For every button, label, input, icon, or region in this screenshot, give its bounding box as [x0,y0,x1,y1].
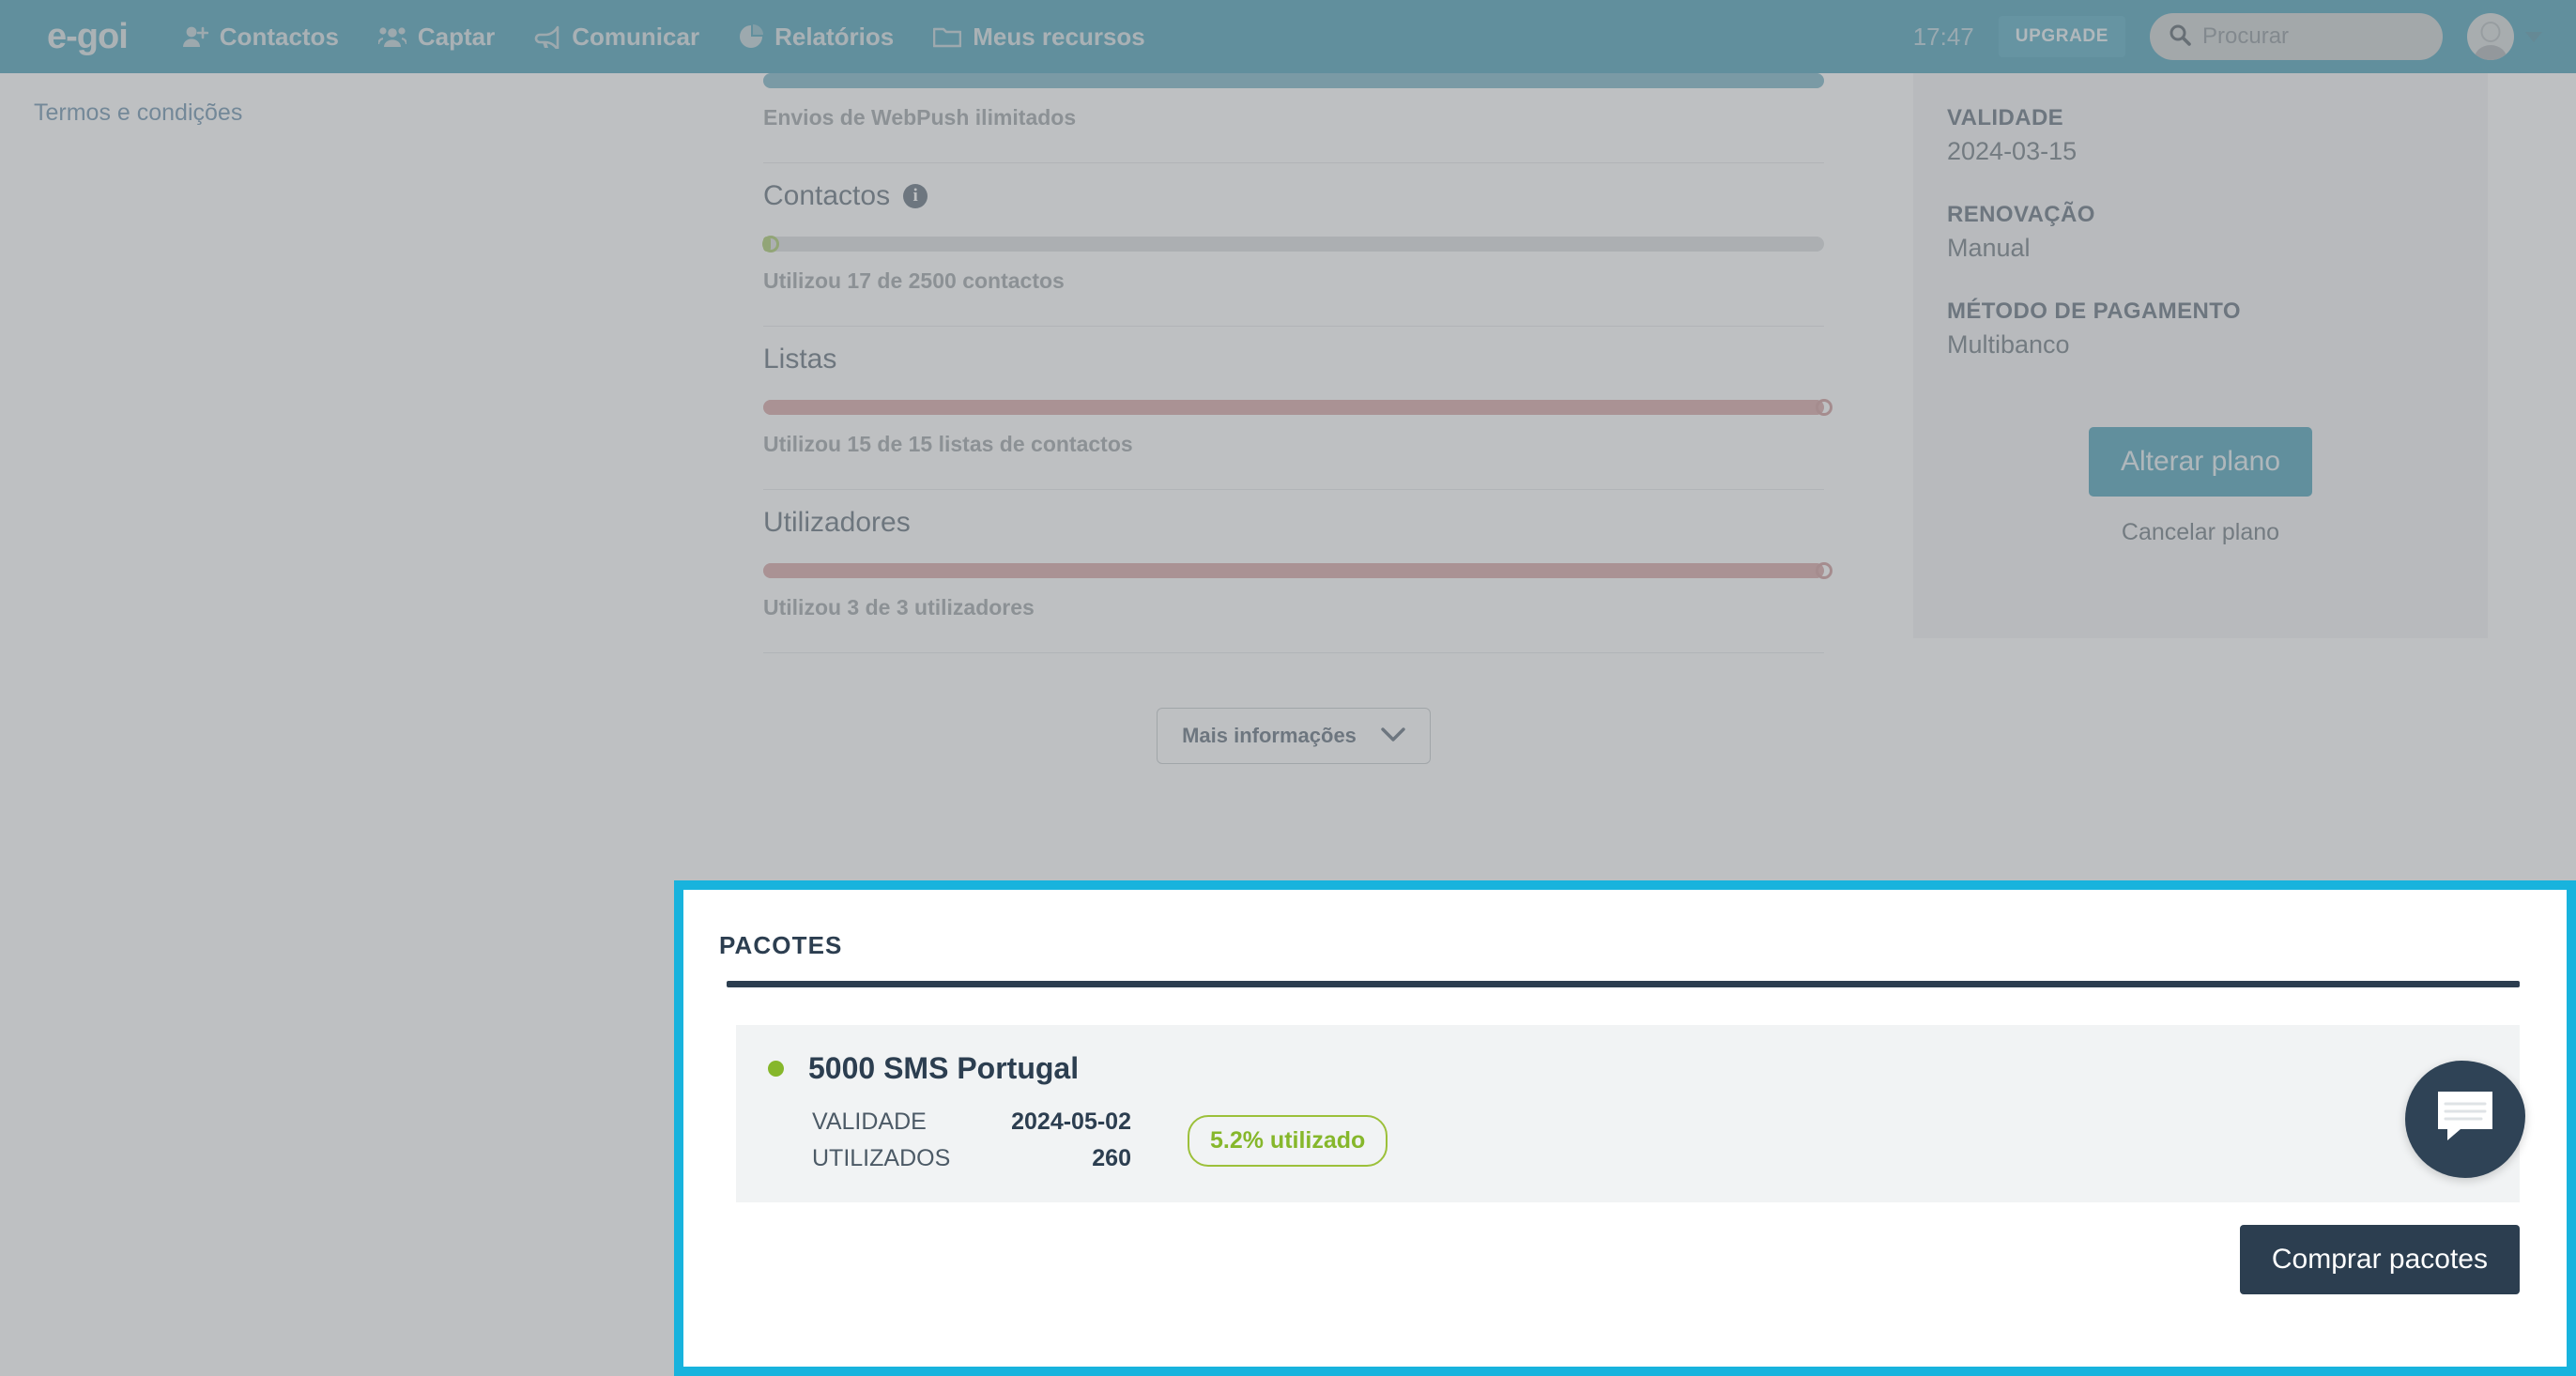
listas-usage-caption: Utilizou 15 de 15 listas de contactos [763,432,1133,456]
more-info-wrapper: Mais informações [763,708,1824,764]
plan-value-renovacao: Manual [1947,234,2031,262]
clock-display: 17:47 [1912,22,1974,51]
nav-label-relatorios: Relatórios [774,22,895,51]
megaphone-icon [534,24,560,49]
info-icon[interactable]: i [903,184,928,208]
nav-item-comunicar[interactable]: Comunicar [534,23,699,52]
topbar-right-group: 17:47 UPGRADE [1913,13,2542,60]
nav-item-meus-recursos[interactable]: Meus recursos [933,23,1145,52]
listas-title: Listas [763,344,837,375]
contactos-title: Contactos [763,180,891,211]
package-label-validade: VALIDADE [812,1108,927,1135]
webpush-progress-fill [763,73,1824,88]
utilizadores-progress-fill [763,563,1824,578]
nav-label-captar: Captar [417,22,496,51]
contactos-usage-caption: Utilizou 17 de 2500 contactos [763,268,1065,293]
package-name: 5000 SMS Portugal [808,1051,1080,1085]
chat-bubble-icon [2432,1088,2498,1151]
nav-item-contactos[interactable]: Contactos [182,23,339,52]
search-box[interactable] [2150,13,2443,60]
package-details: VALIDADE 2024-05-02 UTILIZADOS 260 5.2% … [768,1108,2488,1172]
chevron-down-icon [1381,724,1405,748]
pacotes-title: PACOTES [719,931,843,959]
package-list: 5000 SMS Portugal VALIDADE 2024-05-02 UT… [683,1025,2567,1202]
more-info-button[interactable]: Mais informações [1157,708,1431,764]
package-status-dot-icon [768,1061,784,1077]
plan-label-metodo-pagamento: MÉTODO DE PAGAMENTO [1947,298,2241,324]
package-value-utilizados: 260 [1092,1145,1131,1171]
package-header: 5000 SMS Portugal [768,1051,2488,1086]
package-usage-badge: 5.2% utilizado [1188,1114,1388,1167]
listas-progress-track [763,399,1832,416]
cancel-plan-link[interactable]: Cancelar plano [2121,519,2280,545]
package-label-utilizados: UTILIZADOS [812,1145,951,1171]
usage-row-listas: Listas Utilizou 15 de 15 listas de conta… [763,326,1832,457]
contactos-progress-track [761,236,1824,252]
usage-row-contactos: Contactos i Utilizou 17 de 2500 contacto… [761,162,1824,294]
usage-bottom-divider [763,652,1824,653]
utilizadores-title-row: Utilizadores [763,507,1824,539]
package-value-validade: 2024-05-02 [1011,1108,1131,1135]
nav-item-relatorios[interactable]: Relatórios [739,23,894,52]
buy-packages-button[interactable]: Comprar pacotes [2239,1225,2520,1294]
left-rail: Termos e condições [0,73,674,1376]
plan-value-metodo-pagamento: Multibanco [1947,330,2070,359]
listas-progress-fill [763,400,1824,415]
upgrade-button[interactable]: UPGRADE [1998,16,2125,57]
listas-title-row: Listas [763,344,1824,375]
package-card[interactable]: 5000 SMS Portugal VALIDADE 2024-05-02 UT… [736,1025,2520,1202]
plan-summary-card: VALIDADE 2024-03-15 RENOVAÇÃO Manual MÉT… [1913,73,2488,638]
pacotes-section: PACOTES [683,890,2567,987]
nav-item-captar[interactable]: Captar [377,22,496,52]
utilizadores-progress-track [763,562,1832,579]
nav-label-contactos: Contactos [219,22,339,51]
user-plus-icon [182,24,208,49]
search-icon [2169,23,2191,51]
utilizadores-usage-caption: Utilizou 3 de 3 utilizadores [763,595,1035,619]
nav-label-comunicar: Comunicar [572,22,700,51]
utilizadores-progress-knob [1816,562,1832,579]
contactos-title-row: Contactos i [763,180,1824,212]
more-info-label: Mais informações [1182,724,1357,747]
avatar [2467,13,2514,60]
package-field-grid: VALIDADE 2024-05-02 UTILIZADOS 260 [812,1108,1131,1172]
top-navigation-bar: e-goi Contactos Captar Comunicar [0,0,2576,73]
terms-and-conditions-link[interactable]: Termos e condições [34,99,243,126]
change-plan-button[interactable]: Alterar plano [2088,427,2313,497]
plan-value-validade: 2024-03-15 [1947,137,2078,165]
caret-down-icon [2525,31,2542,42]
users-icon [377,24,406,49]
usage-row-utilizadores: Utilizadores Utilizou 3 de 3 utilizadore… [763,489,1832,620]
webpush-usage-caption: Envios de WebPush ilimitados [763,105,1077,130]
egoi-logo[interactable]: e-goi [47,17,129,56]
pie-chart-icon [739,24,764,49]
nav-label-meus-recursos: Meus recursos [973,22,1145,51]
plan-label-validade: VALIDADE [1947,105,2064,130]
usage-row-webpush: Envios de WebPush ilimitados [763,73,1824,130]
pacotes-section-highlight: PACOTES 5000 SMS Portugal VALIDADE 2024-… [674,880,2576,1376]
buy-packages-wrapper: Comprar pacotes [683,1202,2567,1294]
folder-icon [933,25,962,48]
user-menu[interactable] [2467,13,2542,60]
listas-progress-knob [1816,399,1832,416]
utilizadores-title: Utilizadores [763,507,911,538]
search-input[interactable] [2202,23,2424,50]
main-nav: Contactos Captar Comunicar Relatórios [182,23,1145,52]
contactos-progress-knob [761,236,779,252]
plan-label-renovacao: RENOVAÇÃO [1947,202,2095,227]
pacotes-divider [727,981,2520,987]
webpush-progress-track [763,73,1824,88]
